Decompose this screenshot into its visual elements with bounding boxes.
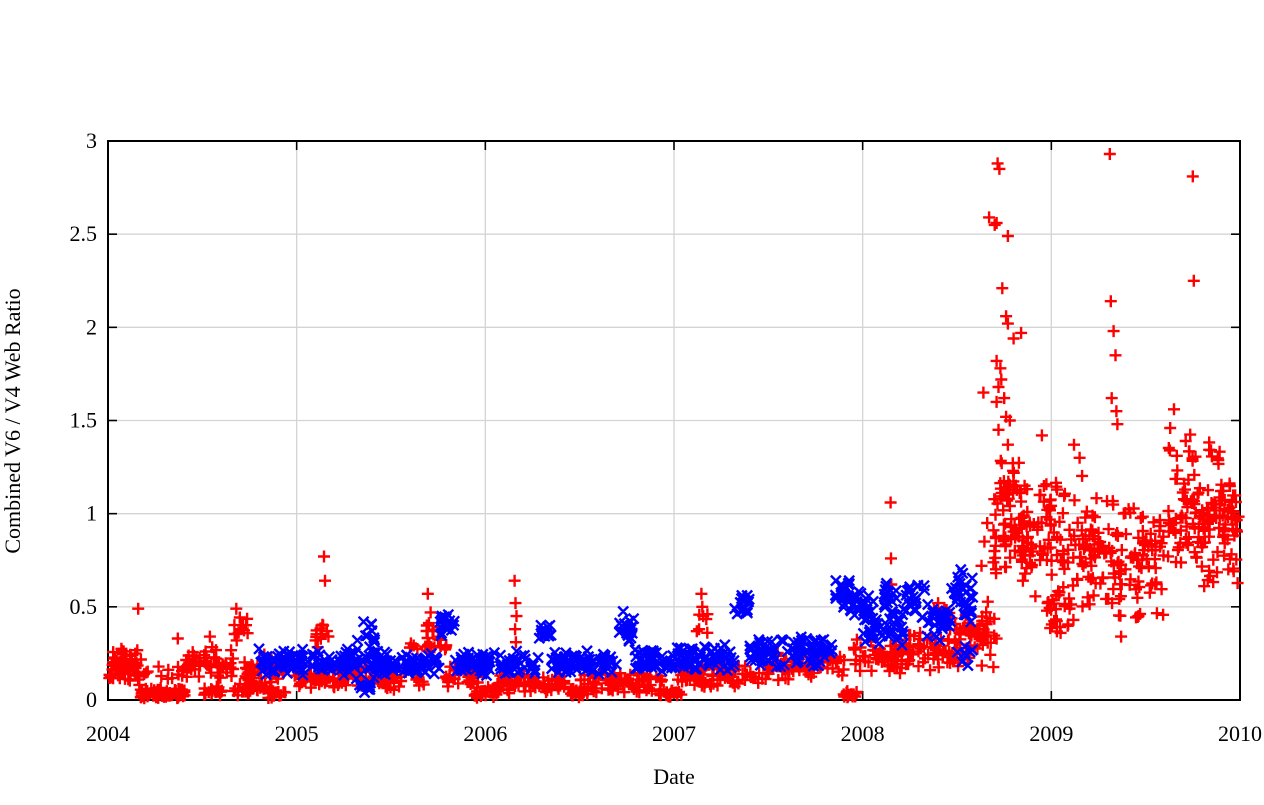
x-axis-label: Date — [653, 764, 695, 789]
y-tick-label: 3 — [86, 128, 97, 153]
x-tick-label: 2010 — [1218, 721, 1262, 746]
x-tick-label: 2004 — [86, 721, 130, 746]
y-tick-label: 2 — [86, 314, 97, 339]
y-axis-label: Combined V6 / V4 Web Ratio — [0, 288, 25, 553]
y-tick-label: 1.5 — [70, 408, 98, 433]
y-tick-label: 2.5 — [70, 221, 98, 246]
y-tick-label: 1 — [86, 501, 97, 526]
x-tick-label: 2008 — [841, 721, 885, 746]
x-tick-label: 2006 — [463, 721, 507, 746]
y-tick-label: 0 — [86, 687, 97, 712]
x-tick-label: 2005 — [275, 721, 319, 746]
x-tick-label: 2007 — [652, 721, 696, 746]
data-series — [103, 148, 1245, 705]
tick-labels: 2004 2005 2006 2007 2008 2009 2010 0 0.5 1 1.5 2 2.5… — [70, 128, 1263, 746]
y-tick-label: 0.5 — [70, 594, 98, 619]
series-blue-cross — [253, 563, 979, 699]
gridlines — [108, 141, 1240, 700]
x-tick-label: 2009 — [1029, 721, 1073, 746]
